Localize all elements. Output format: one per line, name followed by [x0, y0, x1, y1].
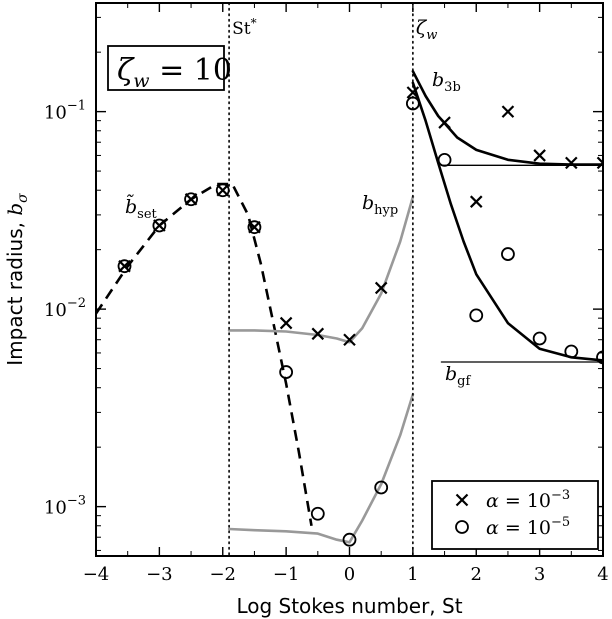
- marker-o-point: [117, 259, 132, 274]
- legend-box: [431, 480, 599, 550]
- marker-x-point: [469, 195, 483, 208]
- marker-o-point: [152, 218, 167, 233]
- x-tick-label: −3: [146, 564, 173, 585]
- legend-marker-o: [455, 520, 469, 534]
- marker-x-point: [343, 333, 356, 346]
- vline-label-zeta-w: ζw: [416, 17, 437, 43]
- legend-marker-x: [455, 493, 469, 507]
- marker-x-point: [533, 149, 546, 162]
- axes-layer: −4 −3 −2 −1 0 1 2 3 4 10−3 10−2 10−1 Log Stokes numb…: [3, 2, 609, 618]
- x-tick-label: 3: [534, 564, 545, 585]
- marker-x-point: [596, 156, 603, 170]
- marker-o-point: [215, 183, 230, 198]
- marker-o-point: [374, 480, 389, 495]
- vertical-lines-layer: [228, 2, 414, 557]
- label-b-hyp: bhyp: [362, 192, 398, 218]
- curve-b-hyp-upper: [227, 195, 415, 344]
- marker-o-point: [342, 532, 357, 547]
- x-tick-label: −1: [273, 564, 300, 585]
- y-tick-label: 10−2: [44, 296, 86, 321]
- zeta-w-box: ζw = 10: [107, 45, 232, 92]
- marker-x-point: [279, 316, 293, 330]
- marker-o-point: [469, 308, 484, 323]
- legend-label: α = 10−3: [486, 488, 570, 512]
- marker-o-point: [247, 220, 262, 235]
- curve-b-set: [96, 182, 313, 527]
- vline-label-st-star: St*: [232, 16, 256, 39]
- curve-b-3b: [411, 70, 603, 166]
- legend-label: α = 10−5: [486, 515, 570, 539]
- curve-b-gf: [411, 81, 603, 362]
- zeta-w-label: ζw = 10: [117, 53, 232, 92]
- marker-x-point: [501, 105, 515, 118]
- marker-o-point: [405, 96, 420, 111]
- x-tick-label: 1: [407, 564, 418, 585]
- marker-o-point: [184, 192, 198, 207]
- y-tick-label: 10−1: [44, 99, 86, 124]
- legend: α = 10−3 α = 10−5: [431, 480, 599, 550]
- marker-x-point: [438, 116, 451, 129]
- marker-o-point: [532, 331, 547, 346]
- label-b-set: b̃set: [125, 195, 158, 222]
- marker-x-point: [565, 156, 578, 170]
- curve-b-hyp-lower: [227, 393, 415, 544]
- marker-o-point: [437, 152, 452, 167]
- marker-x-point: [311, 327, 325, 341]
- label-b-3b: b3b: [432, 69, 461, 95]
- y-axis-title: Impact radius, bσ: [3, 193, 31, 366]
- markers-layer: [117, 86, 603, 547]
- marker-o-point: [501, 247, 515, 261]
- marker-o-point: [564, 344, 579, 359]
- x-axis-title: Log Stokes number, St: [236, 594, 462, 618]
- marker-o-point: [596, 350, 603, 365]
- x-tick-label: 4: [597, 564, 608, 585]
- x-tick-label: −4: [83, 564, 110, 585]
- y-tick-label: 10−3: [44, 494, 86, 519]
- marker-x-point: [406, 86, 420, 99]
- x-tick-label: 0: [344, 564, 355, 585]
- label-b-gf: bgf: [445, 363, 471, 389]
- curves-layer: [96, 70, 603, 544]
- marker-x-point: [374, 281, 388, 295]
- marker-o-point: [279, 365, 294, 379]
- x-tick-label: −2: [209, 564, 236, 585]
- x-tick-label: 2: [471, 564, 482, 585]
- marker-o-point: [310, 506, 325, 521]
